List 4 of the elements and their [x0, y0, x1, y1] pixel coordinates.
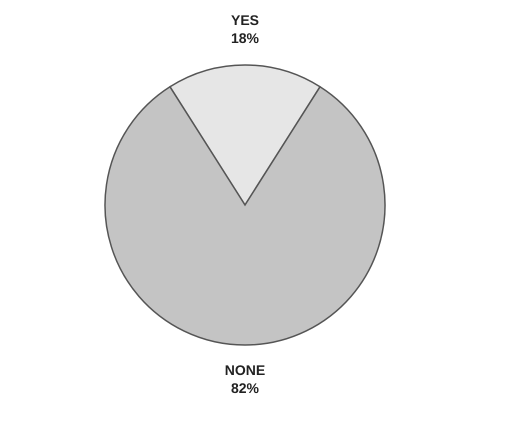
data-label: 18% — [230, 30, 260, 46]
slice-label: YES — [230, 12, 260, 28]
slice-label: NONE — [224, 362, 266, 378]
data-label: 82% — [230, 380, 260, 396]
